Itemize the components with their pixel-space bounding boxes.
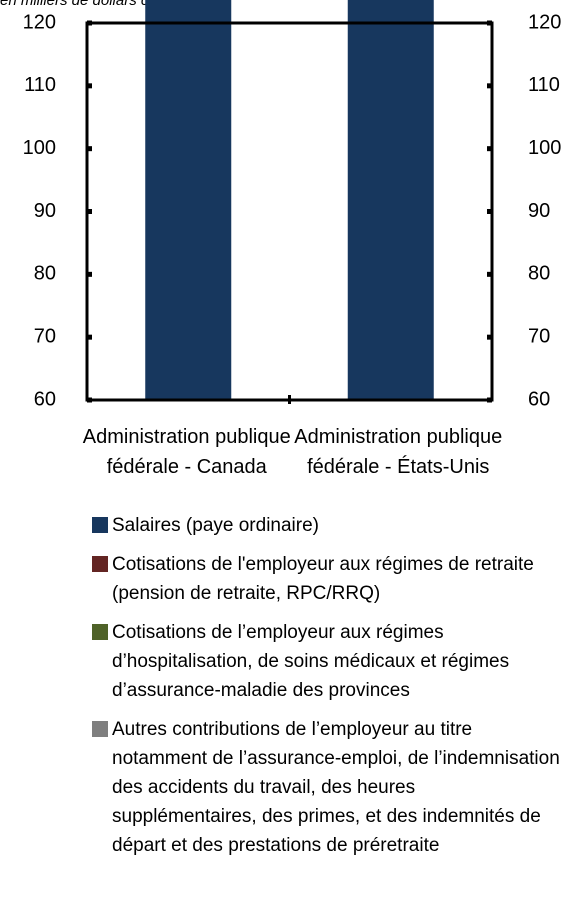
y-tick-label: 80 xyxy=(34,263,56,285)
legend-swatch xyxy=(92,721,108,737)
bar-segment xyxy=(145,0,232,400)
y2-tick-label: 100 xyxy=(528,137,561,159)
legend: Salaires (paye ordinaire) Cotisations de … xyxy=(90,511,560,870)
legend-label: Cotisations de l'employeur aux régimes d… xyxy=(112,554,534,604)
y-tick-label: 90 xyxy=(34,200,56,222)
legend-swatch xyxy=(92,517,108,533)
legend-swatch xyxy=(92,556,108,572)
legend-label: Autres contributions de l’employeur au t… xyxy=(112,719,560,856)
y-tick-label: 70 xyxy=(34,325,56,347)
y-tick-label: 100 xyxy=(23,137,56,159)
y-tick-label: 110 xyxy=(24,74,56,96)
y-tick-label: 120 xyxy=(23,11,56,33)
legend-item: Autres contributions de l’employeur au t… xyxy=(90,715,560,860)
y2-tick-label: 110 xyxy=(528,74,560,96)
x-tick-label: Administration publique fédérale - États… xyxy=(294,426,503,478)
y2-tick-label: 60 xyxy=(528,388,550,410)
subtitle: en milliers de dollars canadiens xyxy=(0,0,210,9)
legend-item: Cotisations de l'employeur aux régimes d… xyxy=(90,550,560,608)
y2-tick-label: 80 xyxy=(528,263,550,285)
legend-item: Salaires (paye ordinaire) xyxy=(90,511,560,540)
y2-tick-label: 70 xyxy=(528,325,550,347)
bar-segment xyxy=(347,0,434,400)
y2-tick-label: 90 xyxy=(528,200,550,222)
x-tick-label: Administration publique fédérale - Canad… xyxy=(82,426,291,478)
y-tick-label: 60 xyxy=(34,388,56,410)
y2-tick-label: 120 xyxy=(528,11,561,33)
legend-swatch xyxy=(92,624,108,640)
chart: 60 70 80 90 100 110 120 60 70 80 90 100 110 120 xyxy=(23,0,561,410)
legend-label: Cotisations de l’employeur aux régimes d… xyxy=(112,622,510,701)
legend-label: Salaires (paye ordinaire) xyxy=(112,515,319,536)
legend-item: Cotisations de l’employeur aux régimes d… xyxy=(90,618,560,705)
